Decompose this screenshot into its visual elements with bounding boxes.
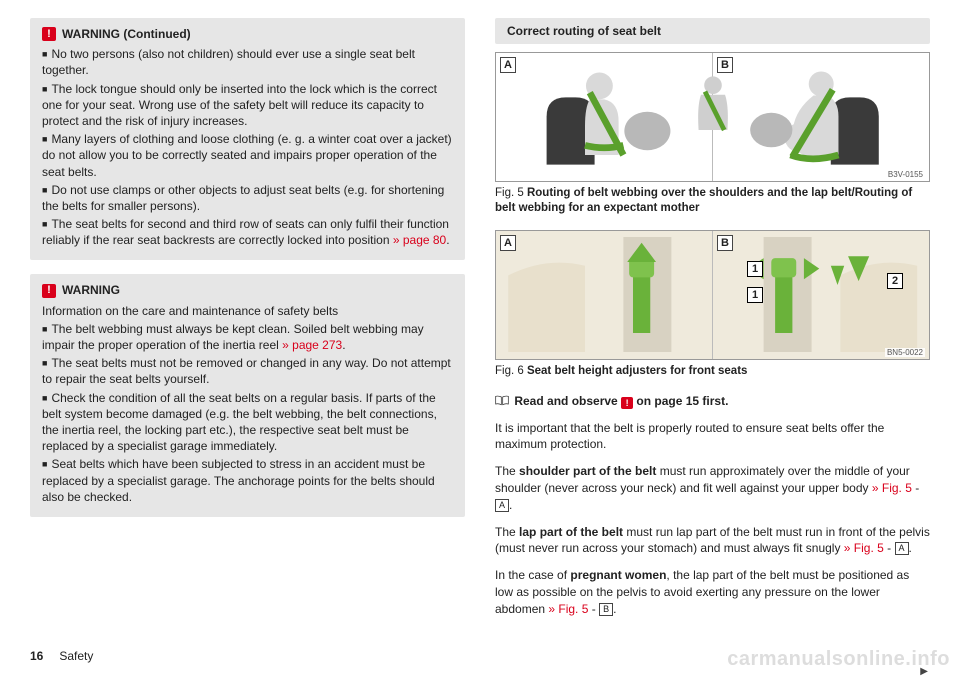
warning-icon: ! (42, 284, 56, 298)
watermark: carmanualsonline.info (727, 648, 950, 671)
warning-bullet: ■The belt webbing must always be kept cl… (42, 321, 453, 353)
fig-ref: » Fig. 5 (872, 481, 912, 495)
warning-bullet: ■Seat belts which have been subjected to… (42, 456, 453, 505)
warning-bullet: ■Check the condition of all the seat bel… (42, 390, 453, 455)
warning-bullet: ■The lock tongue should only be inserted… (42, 81, 453, 130)
figure-6-caption: Fig. 6 Seat belt height adjusters for fr… (495, 364, 930, 379)
warning-bullet: ■Many layers of clothing and loose cloth… (42, 131, 453, 180)
book-icon (495, 395, 509, 406)
figure-5-panel-b: B (713, 53, 929, 181)
paragraph: The lap part of the belt must run lap pa… (495, 524, 930, 558)
footer-section: Safety (59, 649, 93, 663)
fig-ref: » Fig. 5 (548, 602, 588, 616)
paragraph: The shoulder part of the belt must run a… (495, 463, 930, 513)
figure-5-panel-a: A (496, 53, 713, 181)
callout-1: 1 (747, 287, 763, 303)
panel-label: A (500, 57, 516, 73)
figure-5: A B (495, 52, 930, 182)
panel-ref-box: A (495, 499, 509, 512)
warning-bullet: ■Do not use clamps or other objects to a… (42, 182, 453, 214)
warning-intro: Information on the care and maintenance … (42, 303, 453, 319)
warning-bullet: ■The seat belts must not be removed or c… (42, 355, 453, 387)
panel-ref-box: A (895, 542, 909, 555)
warning-bullet: ■No two persons (also not children) shou… (42, 46, 453, 78)
panel-label: B (717, 235, 733, 251)
page-footer: 16 Safety (30, 649, 93, 663)
pregnant-belt-illustration (724, 59, 918, 174)
left-column: ! WARNING (Continued) ■No two persons (a… (30, 18, 465, 677)
panel-label: A (500, 235, 516, 251)
body-text: Read and observe ! on page 15 first. It … (495, 393, 930, 628)
right-column: Correct routing of seat belt A (495, 18, 930, 677)
figure-code: BN5-0022 (885, 348, 925, 357)
paragraph: In the case of pregnant women, the lap p… (495, 567, 930, 617)
warning-bullet: ■The seat belts for second and third row… (42, 216, 453, 248)
figure-code: B3V-0155 (886, 170, 925, 179)
page-ref: » page 273 (282, 338, 342, 352)
paragraph: It is important that the belt is properl… (495, 420, 930, 454)
figure-6: A B (495, 230, 930, 360)
callout-2: 2 (887, 273, 903, 289)
fig-ref: » Fig. 5 (844, 541, 884, 555)
warning-title: WARNING (62, 282, 120, 298)
page-number: 16 (30, 649, 43, 663)
callout-1: 1 (747, 261, 763, 277)
warning-title: WARNING (Continued) (62, 26, 191, 42)
figure-5-caption: Fig. 5 Routing of belt webbing over the … (495, 186, 930, 216)
warning-box-continued: ! WARNING (Continued) ■No two persons (a… (30, 18, 465, 260)
warning-heading: ! WARNING (42, 282, 453, 298)
belt-back-view (689, 69, 737, 159)
belt-routing-illustration (507, 59, 701, 174)
warning-icon: ! (42, 27, 56, 41)
page-ref: » page 80 (393, 233, 446, 247)
warning-icon: ! (621, 397, 633, 409)
panel-ref-box: B (599, 603, 613, 616)
figure-6-panel-a: A (496, 231, 713, 359)
warning-box-maintenance: ! WARNING Information on the care and ma… (30, 274, 465, 516)
height-adjuster-up (507, 237, 701, 352)
section-heading: Correct routing of seat belt (495, 18, 930, 44)
read-observe-line: Read and observe ! on page 15 first. (495, 393, 930, 410)
warning-heading: ! WARNING (Continued) (42, 26, 453, 42)
figure-6-panel-b: B 1 1 2 (713, 231, 929, 359)
